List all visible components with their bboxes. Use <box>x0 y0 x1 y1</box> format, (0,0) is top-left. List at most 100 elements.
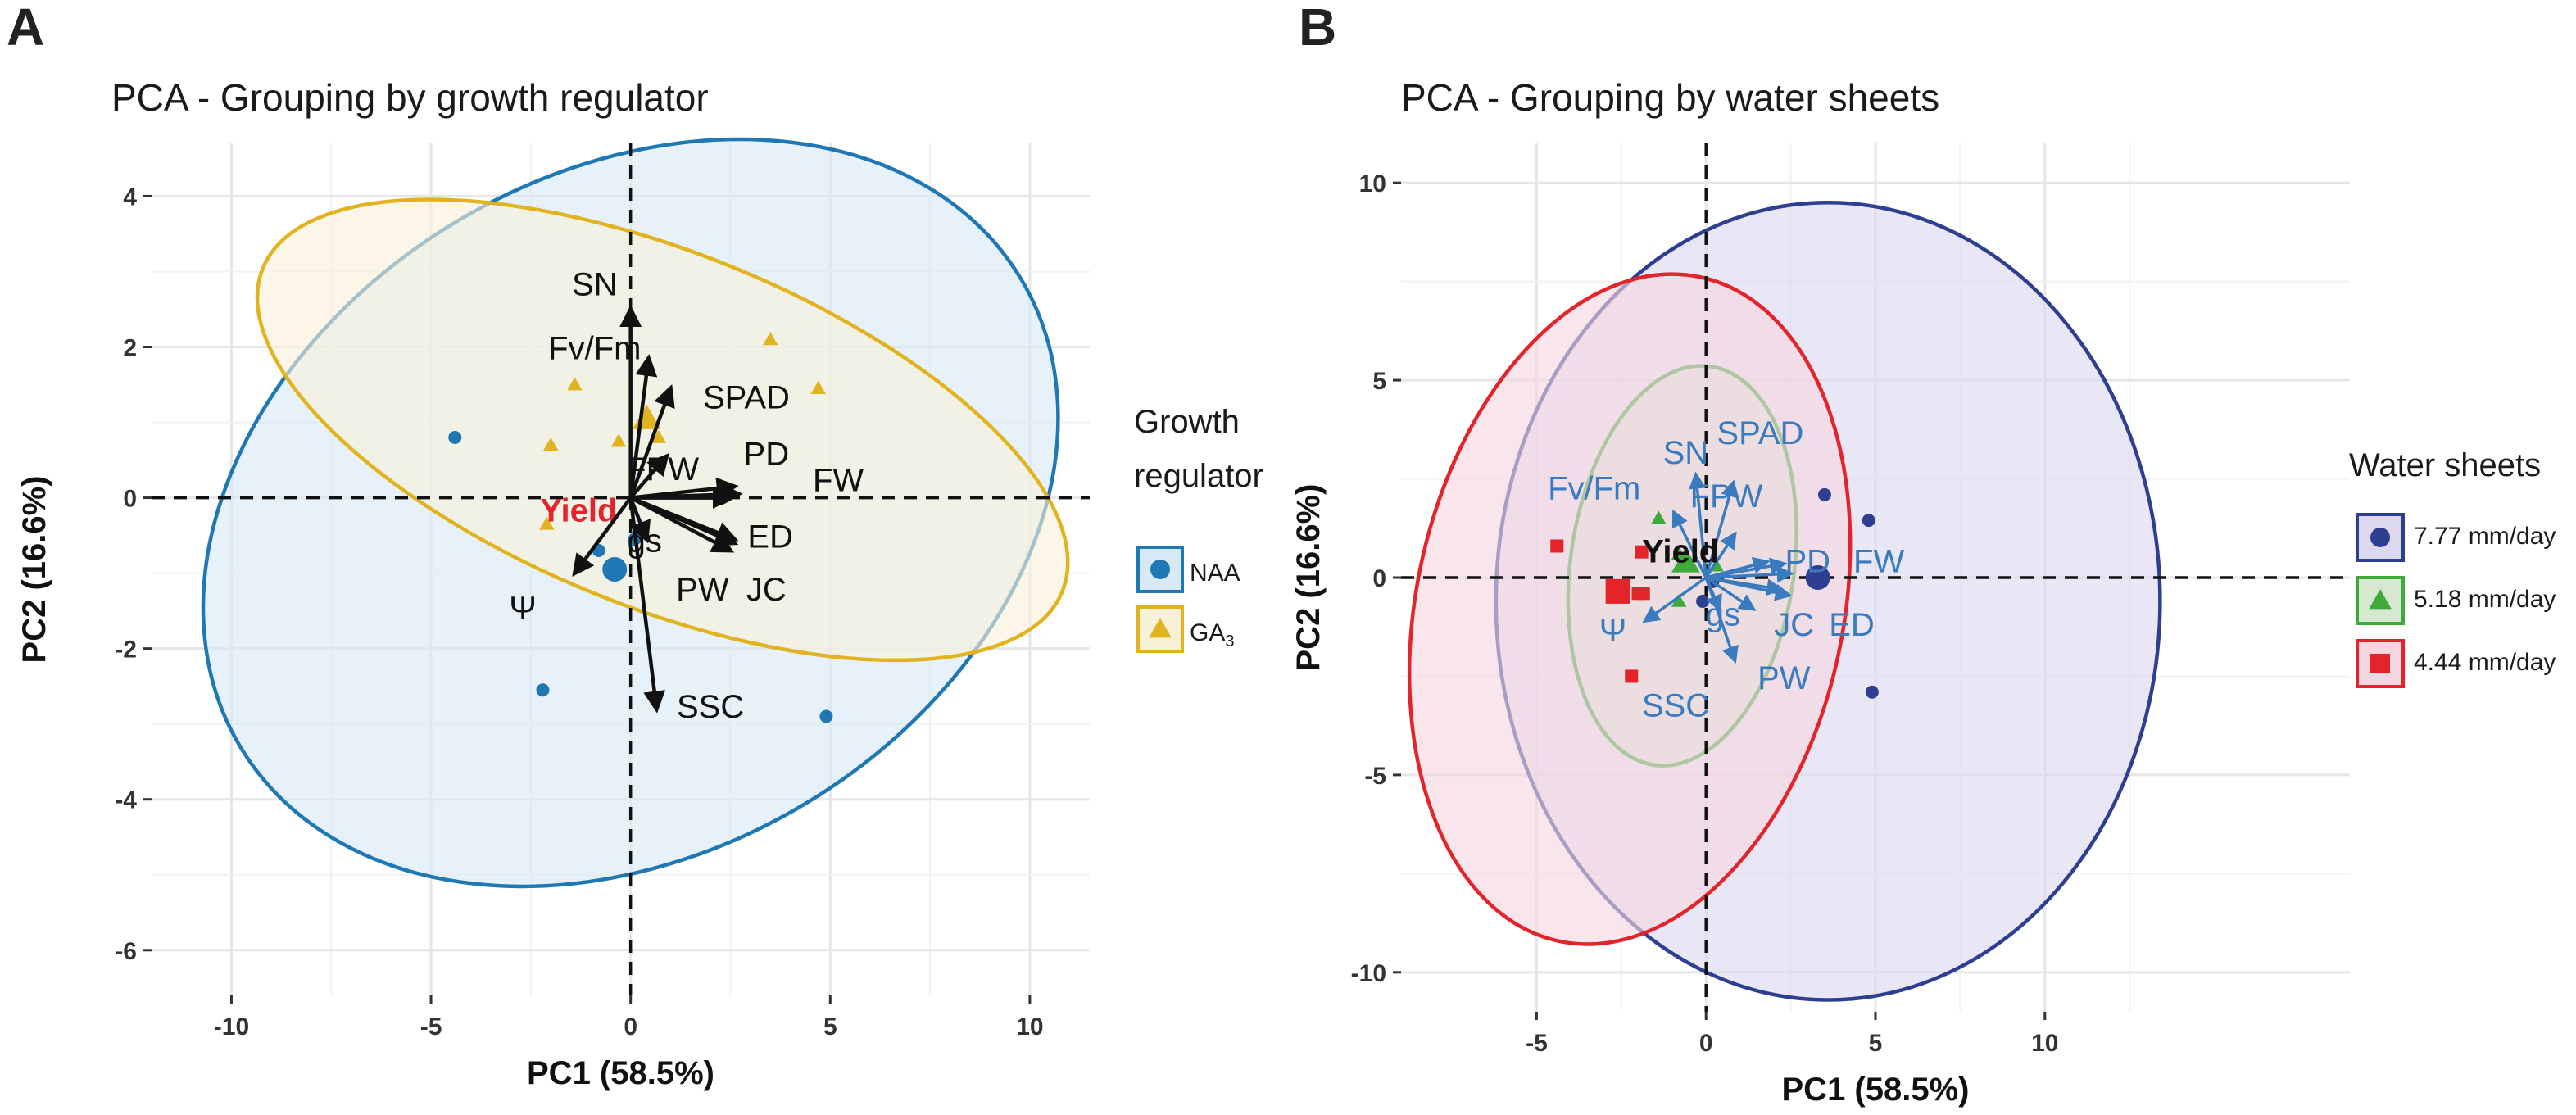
data-point <box>1635 545 1649 559</box>
variable-arrow <box>572 496 633 577</box>
data-point <box>1696 594 1710 608</box>
variable-arrow <box>1704 577 1739 664</box>
y-axis-label: PC2 (16.6%) <box>1290 484 1327 672</box>
variable-label: Ψ <box>509 591 536 627</box>
legend-key-symbol <box>1150 560 1170 579</box>
data-point <box>1625 669 1639 683</box>
variable-label: FPW <box>1690 478 1763 514</box>
variable-label: PD <box>744 437 790 473</box>
legend-a-item-naa: NAA <box>1190 560 1240 587</box>
x-tick-label: 5 <box>1869 1030 1883 1057</box>
data-point <box>567 377 583 391</box>
x-axis-label: PC1 (58.5%) <box>527 1055 714 1091</box>
variable-label: SSC <box>1642 688 1709 724</box>
data-point <box>1550 539 1564 553</box>
x-tick-label: 10 <box>2031 1030 2058 1057</box>
data-point <box>1865 685 1879 699</box>
variable-label: SN <box>572 266 618 302</box>
variable-label: gs <box>628 523 662 559</box>
y-axis-label: PC2 (16.6%) <box>16 476 52 664</box>
variable-arrow <box>1704 531 1737 578</box>
y-tick-label: -5 <box>1364 763 1386 790</box>
variable-label: JC <box>1774 607 1814 643</box>
panel-b-title: PCA - Grouping by water sheets <box>1401 76 1940 119</box>
group-centroid <box>1671 547 1700 573</box>
legend-label-subscript: 3 <box>1225 632 1235 650</box>
variable-label: SPAD <box>1717 415 1803 451</box>
y-tick-label: 4 <box>123 184 137 211</box>
legend-b-title-line: Water sheets <box>2349 447 2542 483</box>
y-tick-label: 0 <box>123 486 137 513</box>
variable-label: ED <box>747 519 793 555</box>
legend-key <box>2356 576 2405 625</box>
x-axis-label: PC1 (58.5%) <box>1782 1072 1970 1108</box>
y-tick-label: 10 <box>1359 170 1386 197</box>
variable-arrow <box>628 452 670 500</box>
legend-key <box>2356 639 2405 688</box>
variable-label: FPW <box>626 451 699 487</box>
legend-label: NAA <box>1190 560 1240 587</box>
legend-a-title: Growth regulator <box>1134 401 1263 496</box>
variable-label: PW <box>676 572 729 608</box>
legend-a-item-ga3: GA3 <box>1190 619 1234 651</box>
legend-key-symbol <box>2370 528 2390 547</box>
variable-label: SSC <box>677 689 744 725</box>
data-point <box>536 683 550 697</box>
legend-keys <box>1136 546 1184 653</box>
axes: -5 0 5 10 10 5 0 -5 -10 PC1 (58.5%) PC2 (16.6%) <box>1290 170 2058 1108</box>
data-point <box>539 516 555 530</box>
panel-a-letter: A <box>7 0 45 57</box>
legend-b-item-777: 7.77 mm/day <box>2414 523 2556 550</box>
variable-arrow <box>1705 576 1793 601</box>
x-tick-label: 5 <box>823 1013 837 1040</box>
legend-key-symbol <box>2369 589 2392 610</box>
variable-label: Yield <box>1642 534 1719 570</box>
x-tick-label: -10 <box>214 1013 249 1040</box>
variable-arrow <box>1704 479 1738 578</box>
variable-arrow <box>629 496 735 553</box>
x-tick-label: -5 <box>420 1013 442 1040</box>
legend-b-item-518: 5.18 mm/day <box>2414 586 2556 613</box>
variable-arrow <box>628 384 675 499</box>
y-tick-label: -2 <box>115 637 137 664</box>
variable-label: SPAD <box>703 379 790 415</box>
group-centroid <box>1605 578 1630 604</box>
x-tick-label: 0 <box>624 1013 637 1040</box>
variable-label: ED <box>1829 607 1875 643</box>
confidence-ellipse-ga3 <box>255 197 1070 663</box>
x-tick-label: 10 <box>1016 1013 1043 1040</box>
variable-label: Fv/Fm <box>548 331 641 367</box>
variable-arrow <box>1671 509 1708 578</box>
legend-key-symbol <box>2370 654 2390 673</box>
y-tick-label: -10 <box>1351 960 1386 987</box>
legend-b-item-444: 4.44 mm/day <box>2414 649 2556 676</box>
legend-key <box>1136 605 1184 653</box>
y-tick-label: 5 <box>1372 368 1386 395</box>
group-centroid <box>602 557 628 582</box>
data-point <box>1817 487 1831 501</box>
variable-arrow <box>1705 556 1771 579</box>
data-point <box>651 429 666 443</box>
data-point <box>1671 593 1687 607</box>
legend-b-title: Water sheets <box>2349 445 2541 486</box>
panel-b-letter: B <box>1299 0 1337 57</box>
data-point <box>819 709 833 723</box>
data-point <box>543 437 559 451</box>
confidence-ellipse-444mmday <box>1407 272 1853 946</box>
variable-label: SN <box>1663 435 1709 471</box>
variable-label: PD <box>1785 544 1830 580</box>
legend-key <box>2356 513 2405 562</box>
y-tick-label: -4 <box>115 787 137 814</box>
variable-arrow <box>1642 576 1708 623</box>
data-point <box>610 433 627 447</box>
legend-key-symbol <box>1149 618 1172 638</box>
legend-keys <box>2356 513 2405 688</box>
legend-key <box>1136 546 1184 593</box>
variable-label: Yield <box>540 493 617 529</box>
variable-label: Fv/Fm <box>1548 471 1640 507</box>
data-point <box>448 430 462 444</box>
data-point <box>1651 510 1667 524</box>
